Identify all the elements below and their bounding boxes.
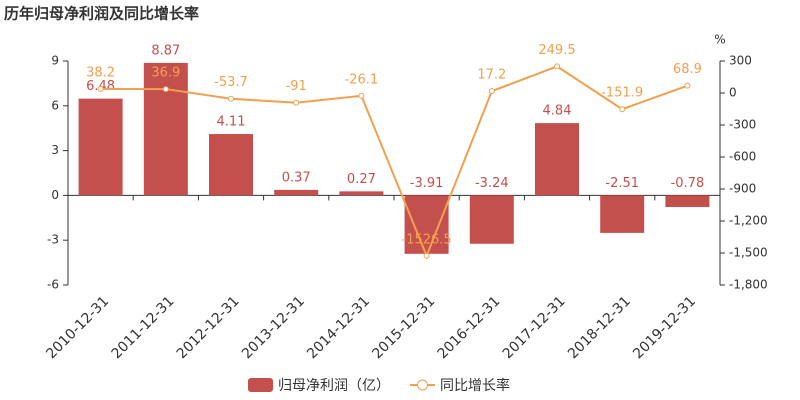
line-point xyxy=(293,99,300,106)
x-tick-label: 2014-12-31 xyxy=(304,293,373,362)
x-tick-label: 2016-12-31 xyxy=(435,293,504,362)
x-tick-label: 2011-12-31 xyxy=(109,293,178,362)
y2-tick-label: -300 xyxy=(729,118,756,132)
bar xyxy=(665,195,710,208)
x-tick-label: 2015-12-31 xyxy=(369,293,438,362)
line-point xyxy=(162,86,169,93)
line-value-label: 68.9 xyxy=(673,62,702,77)
bar-value-label: 0.27 xyxy=(347,172,376,187)
line-value-label: 38.2 xyxy=(86,65,115,80)
line-point xyxy=(684,82,691,89)
bar-value-label: -2.51 xyxy=(605,176,639,191)
x-tick-label: 2018-12-31 xyxy=(565,293,634,362)
y-tick-label: 3 xyxy=(51,143,59,157)
bar xyxy=(274,189,319,196)
bar xyxy=(600,195,645,233)
bar-value-label: -0.78 xyxy=(671,176,705,191)
bar xyxy=(209,134,253,196)
legend-swatch xyxy=(248,378,273,392)
legend-label: 归母净利润（亿） xyxy=(278,377,390,394)
bar-value-label: -3.24 xyxy=(475,176,509,191)
line-value-label: 36.9 xyxy=(151,66,180,81)
bar xyxy=(339,191,384,196)
y2-tick-label: -900 xyxy=(729,182,756,196)
y2-tick-label: -1,500 xyxy=(729,246,768,260)
y2-tick-label: -1,800 xyxy=(729,278,768,292)
bar-value-label: 0.37 xyxy=(282,170,311,185)
line-value-label: 249.5 xyxy=(538,43,575,58)
line-point xyxy=(358,92,365,99)
bar xyxy=(78,98,123,196)
y-tick-label: -3 xyxy=(47,233,59,247)
line-point xyxy=(488,88,495,95)
y2-tick-label: 300 xyxy=(729,54,752,68)
line xyxy=(100,65,688,259)
chart-title: 历年归母净利润及同比增长率 xyxy=(4,5,199,23)
line-value-label: -1526.5 xyxy=(402,232,452,247)
x-tick-label: 2012-12-31 xyxy=(174,293,243,362)
y2-tick-label: -600 xyxy=(729,150,756,164)
line-point xyxy=(554,63,560,70)
y-tick-label: 9 xyxy=(51,54,59,68)
line-value-label: -53.7 xyxy=(214,75,248,90)
bar-value-label: 8.87 xyxy=(151,43,180,58)
bar-value-label: 4.11 xyxy=(217,115,246,130)
line-point xyxy=(423,252,430,259)
x-tick-label: 2017-12-31 xyxy=(500,293,569,362)
y2-tick-label: 0 xyxy=(729,86,737,100)
line-value-label: -91 xyxy=(286,79,307,94)
x-tick-label: 2010-12-31 xyxy=(43,293,112,362)
y-tick-label: 0 xyxy=(51,188,59,202)
legend-swatch xyxy=(417,379,428,391)
line-value-label: -151.9 xyxy=(601,86,643,101)
y-tick-label: -6 xyxy=(47,278,59,292)
line-value-label: -26.1 xyxy=(345,72,379,87)
x-tick-label: 2019-12-31 xyxy=(630,293,699,362)
legend-label: 同比增长率 xyxy=(440,377,510,394)
y2-tick-label: -1,200 xyxy=(729,214,768,228)
bar xyxy=(469,195,514,244)
line-value-label: 17.2 xyxy=(477,68,506,83)
x-tick-label: 2013-12-31 xyxy=(239,293,308,362)
bar-value-label: -3.91 xyxy=(410,176,444,191)
y2-axis-label: % xyxy=(714,33,725,47)
line-point xyxy=(619,106,626,113)
bar xyxy=(535,123,579,196)
line-point xyxy=(228,95,234,102)
line-point xyxy=(97,85,104,92)
bar xyxy=(143,62,188,196)
y-tick-label: 6 xyxy=(51,98,59,112)
bar xyxy=(404,195,449,254)
bar-value-label: 4.84 xyxy=(543,104,572,119)
